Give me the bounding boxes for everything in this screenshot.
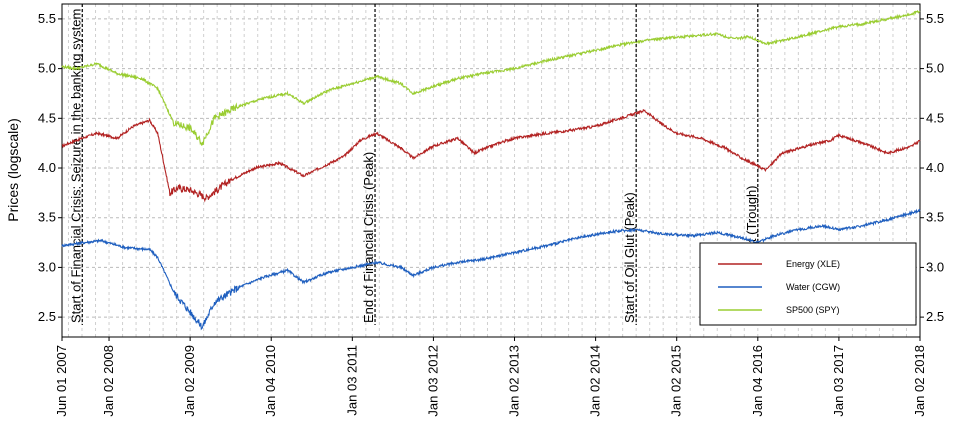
- series-line-2: [61, 9, 921, 146]
- x-tick-label: Jan 03 2017: [831, 345, 846, 417]
- x-axis: Jun 01 2007 Jan 02 2008 Jan 02 2009 Jan 04 …: [54, 337, 927, 417]
- y-tick-label-right: 5.5: [926, 11, 944, 26]
- y-tick-label-left: 2.5: [38, 309, 56, 324]
- y-tick-label-right: 3.5: [926, 210, 944, 225]
- event-label: End of Financial Crisis (Peak): [361, 152, 376, 323]
- y-axis-label: Prices (logscale): [5, 118, 21, 221]
- legend-label: Energy (XLE): [786, 259, 840, 269]
- y-tick-label-right: 4.5: [926, 110, 944, 125]
- x-tick-label: Jan 02 2009: [182, 345, 197, 417]
- x-tick-label: Jan 02 2008: [101, 345, 116, 417]
- y-tick-label-left: 3.5: [38, 210, 56, 225]
- y-tick-label-right: 2.5: [926, 309, 944, 324]
- legend: Energy (XLE) Water (CGW) SP500 (SPY): [699, 242, 917, 326]
- y-axis-left: 2.5 3.0 3.5 4.0 4.5 5.0 5.5: [38, 11, 62, 324]
- y-tick-label-right: 3.0: [926, 259, 944, 274]
- plot-frame: [61, 3, 921, 338]
- x-tick-label: Jan 02 2014: [588, 345, 603, 417]
- x-tick-label: Jan 02 2018: [912, 345, 927, 417]
- x-tick-label: Jan 04 2016: [750, 345, 765, 417]
- legend-box: [699, 242, 917, 326]
- x-tick-label: Jan 03 2011: [344, 345, 359, 416]
- y-tick-label-right: 4.0: [926, 160, 944, 175]
- y-tick-label-right: 5.0: [926, 61, 944, 76]
- event-label: Start of Oil Glut (Peak): [622, 192, 637, 323]
- x-tick-label: Jun 01 2007: [54, 345, 69, 417]
- x-tick-label: Jan 03 2012: [425, 345, 440, 417]
- series-line-0: [61, 108, 921, 203]
- x-tick-label: Jan 02 2013: [507, 345, 522, 417]
- series-lines: [61, 9, 921, 331]
- y-tick-label-left: 5.5: [38, 11, 56, 26]
- x-tick-label: Jan 02 2015: [669, 345, 684, 417]
- legend-label: SP500 (SPY): [786, 305, 840, 315]
- legend-label: Water (CGW): [786, 282, 840, 292]
- series-line-1: [61, 208, 921, 331]
- y-tick-label-left: 3.0: [38, 259, 56, 274]
- y-tick-label-left: 4.5: [38, 110, 56, 125]
- event-label: Start of Financial Crisis: Seizure in th…: [68, 9, 83, 323]
- y-tick-label-left: 4.0: [38, 160, 56, 175]
- y-axis-right: 2.5 3.0 3.5 4.0 4.5 5.0 5.5: [920, 11, 944, 324]
- x-tick-label: Jan 04 2010: [263, 345, 278, 417]
- y-tick-label-left: 5.0: [38, 61, 56, 76]
